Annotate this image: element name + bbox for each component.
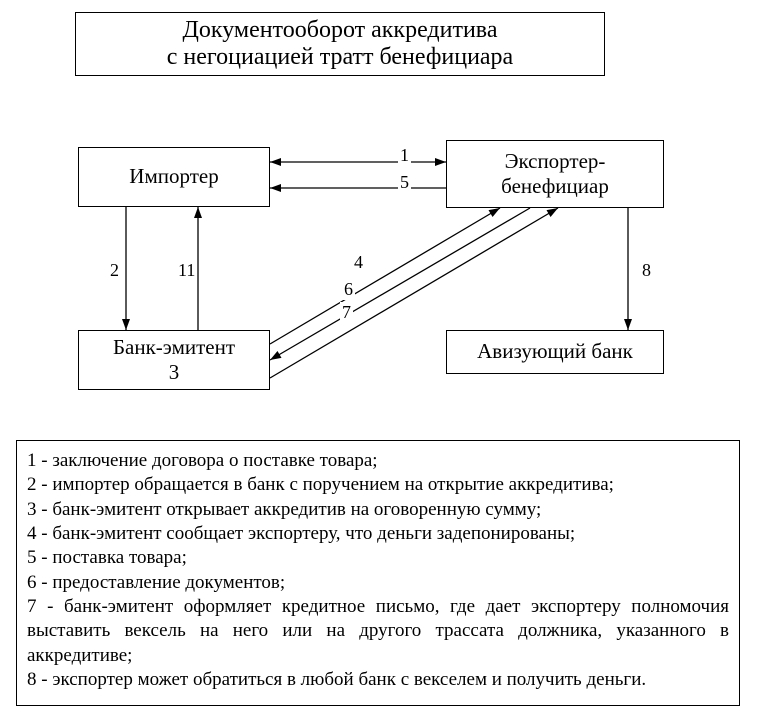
legend-item-1: 1 - заключение договора о поставке товар… — [27, 449, 729, 473]
node-advising: Авизующий банк — [446, 330, 664, 374]
node-advising-label: Авизующий банк — [477, 339, 633, 364]
legend-box: 1 - заключение договора о поставке товар… — [16, 440, 740, 706]
edge-label-5: 5 — [398, 172, 411, 193]
node-issuer: Банк-эмитент 3 — [78, 330, 270, 390]
edge-label-7: 7 — [340, 302, 353, 323]
node-issuer-line2: 3 — [169, 360, 180, 385]
edge-label-8: 8 — [640, 260, 653, 281]
node-issuer-line1: Банк-эмитент — [113, 335, 235, 360]
legend-item-7: 7 - банк-эмитент оформляет кредитное пис… — [27, 595, 729, 668]
node-importer: Импортер — [78, 147, 270, 207]
legend-item-8: 8 - экспортер может обратиться в любой б… — [27, 668, 729, 692]
legend-item-3: 3 - банк-эмитент открывает аккредитив на… — [27, 498, 729, 522]
edge-label-4: 4 — [352, 252, 365, 273]
edge-label-1: 1 — [398, 145, 411, 166]
edge-label-11: 11 — [176, 260, 197, 281]
node-exporter: Экспортер- бенефициар — [446, 140, 664, 208]
legend-item-2: 2 - импортер обращается в банк с поручен… — [27, 473, 729, 497]
legend-item-6: 6 - предоставление документов; — [27, 571, 729, 595]
node-exporter-line1: Экспортер- — [505, 149, 606, 174]
edge-label-2: 2 — [108, 260, 121, 281]
title-line-1: Документооборот аккредитива — [86, 17, 594, 44]
edge-label-6: 6 — [342, 279, 355, 300]
diagram-title-box: Документооборот аккредитива с негоциацие… — [75, 12, 605, 76]
legend-item-5: 5 - поставка товара; — [27, 546, 729, 570]
node-exporter-line2: бенефициар — [501, 174, 609, 199]
legend-item-4: 4 - банк-эмитент сообщает экспортеру, чт… — [27, 522, 729, 546]
title-line-2: с негоциацией тратт бенефициара — [86, 44, 594, 71]
node-importer-label: Импортер — [129, 164, 218, 189]
